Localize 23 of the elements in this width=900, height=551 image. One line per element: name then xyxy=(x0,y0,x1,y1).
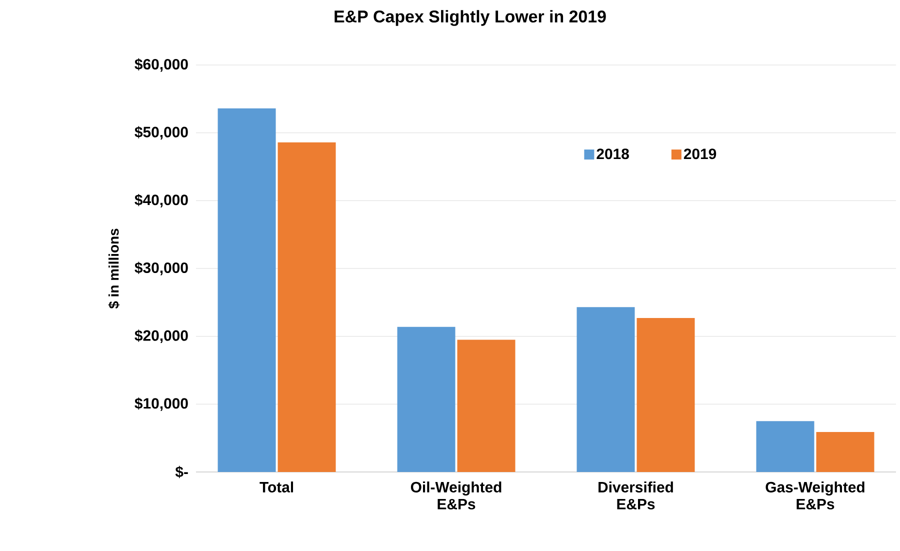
legend-label: 2018 xyxy=(596,148,629,160)
bar xyxy=(218,108,276,472)
bar xyxy=(397,326,456,472)
bar xyxy=(756,421,814,472)
y-tick-label: $60,000 xyxy=(134,58,188,72)
chart-title: E&P Capex Slightly Lower in 2019 xyxy=(334,10,606,26)
bar xyxy=(278,142,336,472)
y-tick-label: $40,000 xyxy=(134,194,188,208)
y-tick-label: $- xyxy=(175,466,188,478)
y-tick-label: $50,000 xyxy=(134,126,188,140)
x-tick-label: Diversified E&Ps xyxy=(598,482,673,510)
legend-label: 2019 xyxy=(684,148,716,160)
bar xyxy=(576,307,635,472)
y-tick-label: $30,000 xyxy=(134,262,188,276)
bar xyxy=(636,318,695,472)
y-axis-title: $ in millions xyxy=(108,228,120,309)
x-tick-label: Oil-Weighted E&Ps xyxy=(410,482,502,510)
bar xyxy=(816,432,874,472)
y-tick-label: $10,000 xyxy=(134,397,188,411)
x-tick-label: Total xyxy=(260,482,294,492)
x-tick-label: Gas-Weighted E&Ps xyxy=(766,482,864,510)
y-tick-label: $20,000 xyxy=(134,330,188,344)
bar xyxy=(457,340,516,472)
